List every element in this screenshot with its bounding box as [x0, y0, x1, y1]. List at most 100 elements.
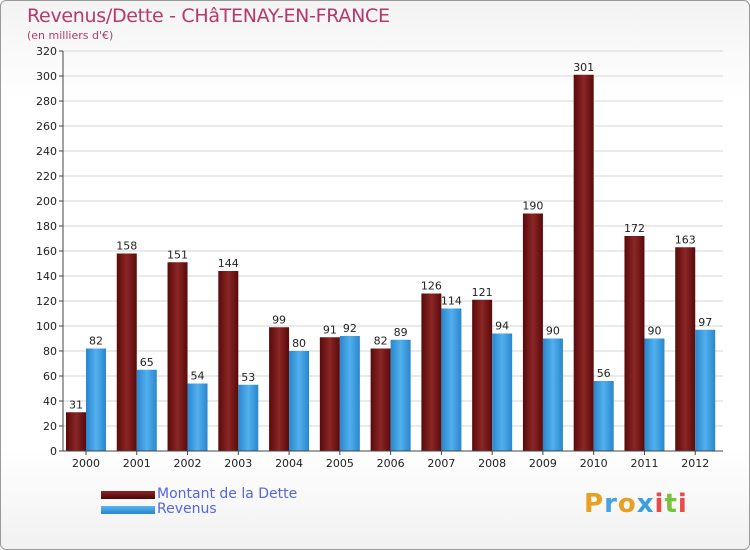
data-label: 91 [323, 323, 337, 336]
data-label: 99 [272, 313, 286, 326]
bar-debt-2010 [573, 74, 594, 451]
data-label: 90 [546, 325, 560, 338]
legend: Montant de la Dette Revenus [101, 487, 297, 517]
logo-letter: x [636, 489, 655, 519]
bar-revenus-2005 [339, 336, 360, 451]
bar-debt-2004 [269, 327, 290, 451]
bar-revenus-2008 [492, 333, 513, 451]
y-tick-label: 200 [36, 195, 57, 208]
proxiti-logo: Proxiti [584, 489, 688, 519]
data-label: 172 [624, 222, 645, 235]
data-label: 163 [675, 233, 696, 246]
data-label: 82 [374, 335, 388, 348]
bar-debt-2011 [624, 236, 645, 451]
data-label: 54 [191, 370, 205, 383]
x-tick-label: 2006 [377, 457, 405, 470]
data-label: 90 [647, 325, 661, 338]
y-tick-label: 60 [43, 370, 57, 383]
bar-debt-2005 [319, 337, 340, 451]
y-tick-label: 260 [36, 120, 57, 133]
y-tick-label: 20 [43, 420, 57, 433]
data-label: 82 [89, 335, 103, 348]
x-tick-label: 2010 [580, 457, 608, 470]
x-tick-label: 2003 [224, 457, 252, 470]
bar-debt-2007 [421, 293, 442, 451]
bar-debt-2000 [66, 412, 86, 451]
logo-letter: r [604, 489, 618, 519]
bar-revenus-2001 [136, 369, 157, 451]
y-tick-label: 320 [36, 45, 57, 58]
legend-swatch-debt [101, 490, 155, 499]
x-tick-label: 2012 [681, 457, 709, 470]
bar-debt-2009 [522, 213, 543, 451]
y-tick-label: 80 [43, 345, 57, 358]
data-label: 190 [522, 200, 543, 213]
data-label: 97 [698, 316, 712, 329]
data-label: 158 [116, 240, 137, 253]
data-label: 80 [292, 337, 306, 350]
y-tick-label: 300 [36, 70, 57, 83]
data-label: 151 [167, 248, 188, 261]
y-tick-label: 220 [36, 170, 57, 183]
data-label: 126 [421, 280, 442, 293]
logo-letter: i [654, 489, 665, 519]
chart-title: Revenus/Dette - CHâTENAY-EN-FRANCE [27, 5, 390, 27]
bar-debt-2001 [116, 253, 137, 451]
legend-label-debt: Montant de la Dette [157, 486, 298, 502]
y-tick-label: 0 [50, 445, 57, 458]
x-tick-label: 2009 [529, 457, 557, 470]
bar-revenus-2006 [390, 339, 411, 451]
x-tick-label: 2002 [174, 457, 202, 470]
bar-revenus-2002 [187, 383, 208, 451]
legend-label-revenus: Revenus [157, 501, 217, 517]
data-label: 56 [597, 367, 611, 380]
bar-revenus-2004 [289, 351, 310, 451]
logo-letter: i [677, 489, 688, 519]
legend-item-debt: Montant de la Dette [101, 487, 297, 502]
bar-debt-2008 [472, 299, 493, 451]
y-tick-label: 40 [43, 395, 57, 408]
data-label: 31 [69, 398, 83, 411]
y-tick-label: 240 [36, 145, 57, 158]
data-label: 144 [218, 257, 239, 270]
x-tick-label: 2008 [478, 457, 506, 470]
data-label: 121 [472, 286, 493, 299]
bar-revenus-2010 [593, 381, 614, 451]
bar-revenus-2011 [644, 338, 665, 451]
y-tick-label: 180 [36, 220, 57, 233]
bar-revenus-2003 [238, 384, 259, 451]
data-label: 114 [441, 295, 462, 308]
data-label: 53 [241, 371, 255, 384]
x-tick-label: 2000 [72, 457, 100, 470]
bar-debt-2006 [370, 348, 391, 451]
data-label: 92 [343, 322, 357, 335]
legend-item-revenus: Revenus [101, 502, 297, 517]
x-tick-label: 2001 [123, 457, 151, 470]
bar-revenus-2000 [86, 348, 106, 451]
legend-swatch-revenus [101, 505, 155, 514]
y-tick-label: 160 [36, 245, 57, 258]
logo-letter: o [617, 489, 637, 519]
data-label: 301 [573, 61, 594, 74]
data-label: 65 [140, 356, 154, 369]
y-tick-label: 120 [36, 295, 57, 308]
y-tick-label: 280 [36, 95, 57, 108]
bar-debt-2003 [218, 271, 239, 451]
bar-revenus-2012 [695, 329, 716, 451]
x-tick-label: 2011 [630, 457, 658, 470]
x-tick-label: 2005 [326, 457, 354, 470]
logo-letter: P [584, 489, 605, 519]
data-label: 94 [495, 320, 509, 333]
y-tick-label: 140 [36, 270, 57, 283]
bar-debt-2012 [675, 247, 696, 451]
x-tick-label: 2007 [427, 457, 455, 470]
x-tick-label: 2004 [275, 457, 303, 470]
logo-letter: t [664, 489, 678, 519]
bar-revenus-2007 [441, 308, 462, 451]
data-label: 89 [394, 326, 408, 339]
bar-debt-2002 [167, 262, 188, 451]
bar-revenus-2009 [542, 338, 563, 451]
y-tick-label: 100 [36, 320, 57, 333]
